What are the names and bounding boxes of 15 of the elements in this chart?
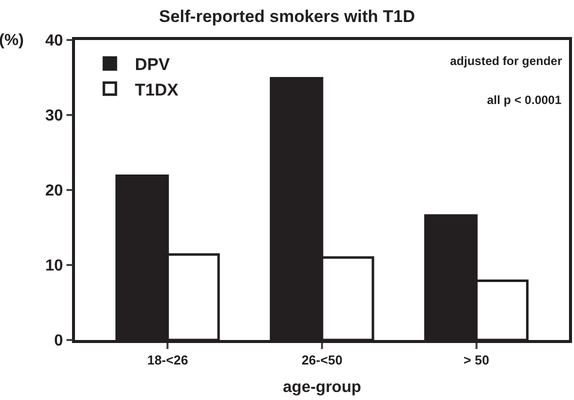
x-tick-label: > 50 <box>464 352 490 368</box>
y-tick-label: 0 <box>54 332 64 350</box>
x-tick-label: 18-<26 <box>147 352 188 368</box>
chart-title: Self-reported smokers with T1D <box>158 6 416 26</box>
y-tick-label: 30 <box>45 108 64 125</box>
annotation: adjusted for gender <box>450 54 562 68</box>
y-tick-label: 10 <box>45 258 64 275</box>
legend-label: DPV <box>134 55 170 74</box>
legend-label: T1DX <box>134 80 179 100</box>
x-tick-label: 26-<50 <box>302 352 342 368</box>
x-axis-title: age-group <box>282 379 362 396</box>
y-tick-label: 40 <box>45 32 64 50</box>
y-tick-label: 20 <box>45 182 64 200</box>
annotation: all p < 0.0001 <box>487 93 562 107</box>
y-axis-title: (%) <box>0 32 24 49</box>
